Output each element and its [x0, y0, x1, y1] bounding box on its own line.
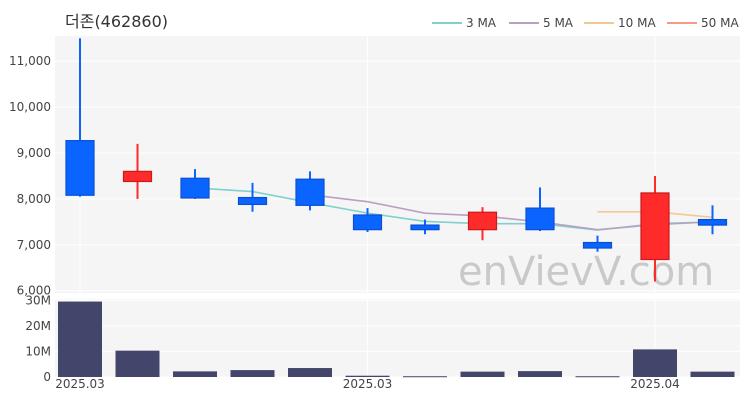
volume-bar	[345, 375, 390, 377]
price-panel	[55, 36, 740, 293]
candle-down	[295, 171, 325, 211]
legend-label: 3 MA	[466, 16, 497, 30]
volume-bars	[58, 301, 735, 378]
price-tick-label: 11,000	[9, 54, 51, 68]
date-tick-label: 2025.03	[343, 377, 393, 391]
candle-down	[237, 182, 268, 212]
volume-tick-label: 30M	[25, 293, 51, 307]
grid-lines	[55, 36, 740, 378]
volume-bar	[58, 301, 102, 377]
volume-bar	[403, 376, 447, 378]
chart-legend: 3 MA 5 MA 10 MA 50 MA	[432, 16, 739, 30]
price-tick-label: 6,000	[17, 284, 51, 298]
candle-body	[65, 140, 95, 196]
candle-down	[582, 235, 613, 252]
volume-bar	[288, 368, 332, 377]
volume-bar	[173, 371, 217, 377]
date-tick-label: 2025.04	[630, 377, 680, 391]
candle-up	[467, 207, 498, 241]
candle-body	[122, 170, 153, 183]
candle-down	[65, 38, 95, 197]
candle-down	[410, 219, 440, 235]
candle-up	[122, 143, 153, 199]
watermark: enVievV.com	[458, 249, 714, 295]
candle-body	[697, 218, 728, 226]
volume-panel	[55, 299, 740, 377]
volume-bar	[633, 349, 677, 377]
candle-body	[295, 178, 325, 206]
candle-down	[697, 205, 728, 235]
price-tick-label: 10,000	[9, 100, 51, 114]
volume-bar	[230, 370, 275, 377]
date-axis-ticks: 2025.03 2025.03 2025.04	[55, 377, 680, 391]
legend-label: 5 MA	[543, 16, 574, 30]
candle-body	[582, 241, 613, 249]
volume-tick-label: 0	[43, 370, 51, 384]
volume-bar	[518, 371, 562, 377]
candle-up	[640, 175, 670, 282]
candle-body	[237, 196, 268, 206]
chart-title: 더존(462860)	[65, 12, 168, 31]
volume-bar	[575, 376, 620, 378]
candle-down	[525, 187, 555, 232]
candle-body	[180, 177, 210, 199]
price-axis-ticks: 6,000 7,000 8,000 9,000 10,000 11,000	[9, 54, 51, 297]
legend-label: 10 MA	[618, 16, 656, 30]
date-tick-label: 2025.03	[55, 377, 105, 391]
volume-tick-label: 20M	[25, 319, 51, 333]
volume-axis-ticks: 0 10M 20M 30M	[25, 293, 51, 384]
candle-body	[467, 211, 498, 231]
legend-label: 50 MA	[701, 16, 739, 30]
candle-down	[352, 208, 383, 232]
candlesticks	[65, 38, 728, 282]
candle-body	[410, 224, 440, 231]
candle-body	[352, 214, 383, 231]
price-tick-label: 9,000	[17, 146, 51, 160]
candle-body	[525, 207, 555, 231]
price-tick-label: 8,000	[17, 192, 51, 206]
volume-bar	[460, 371, 505, 377]
volume-bar	[690, 371, 735, 377]
candle-down	[180, 169, 210, 199]
volume-bar	[115, 350, 160, 377]
price-tick-label: 7,000	[17, 238, 51, 252]
candle-body	[640, 192, 670, 261]
volume-tick-label: 10M	[25, 344, 51, 358]
